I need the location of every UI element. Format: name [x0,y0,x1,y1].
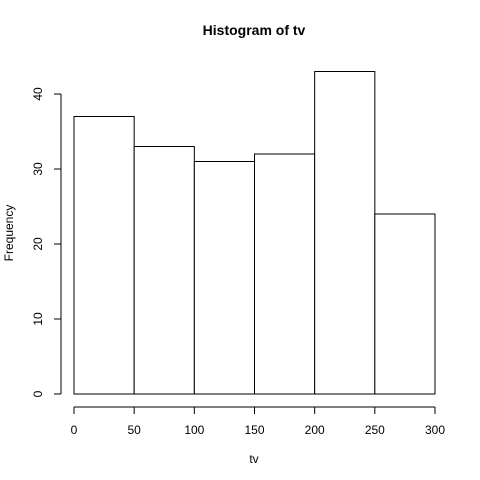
histogram-bar-6 [374,213,436,395]
y-tick-label: 10 [31,312,45,326]
histogram-bar-1 [73,116,135,395]
histogram-bar-3 [193,161,255,395]
y-tick-label: 30 [31,162,45,176]
x-tick-label: 200 [305,423,325,437]
y-tick-label: 40 [31,87,45,101]
x-axis: 0 50 100 150 200 250 300 [71,406,445,437]
x-tick-label: 50 [127,423,141,437]
chart-title: Histogram of tv [203,22,306,38]
x-tick-label: 300 [425,423,445,437]
y-axis-label: Frequency [2,205,16,262]
histogram-bar-4 [254,153,316,395]
histogram-bar-5 [314,71,376,395]
bars-group [73,71,436,395]
x-tick-label: 250 [365,423,385,437]
histogram-bar-2 [133,146,195,395]
y-axis: 0 10 20 30 40 [31,87,62,397]
x-axis-label: tv [249,452,258,466]
x-tick-label: 0 [71,423,78,437]
x-tick-label: 150 [244,423,264,437]
y-tick-label: 20 [31,237,45,251]
x-tick-label: 100 [184,423,204,437]
y-tick-label: 0 [31,390,45,397]
